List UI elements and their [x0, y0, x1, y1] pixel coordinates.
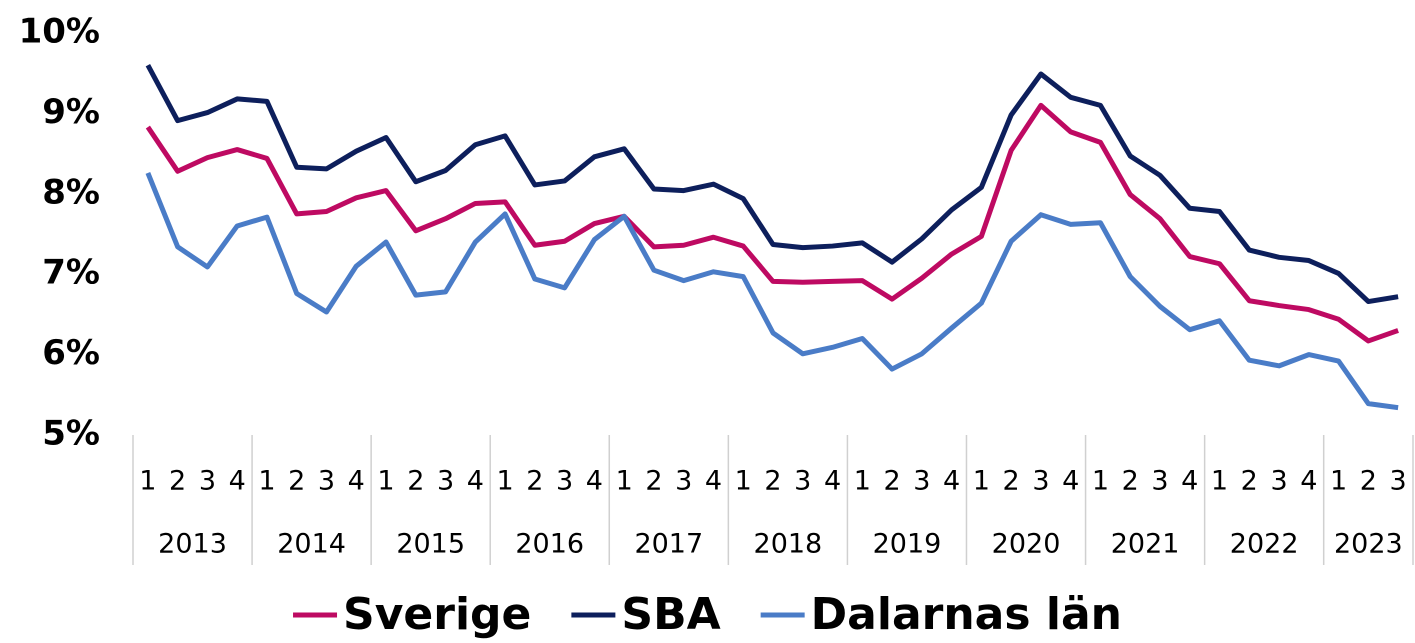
x-tick-label: 1	[616, 466, 633, 497]
x-tick-label: 3	[1270, 466, 1287, 497]
x-tick-label: 1	[973, 466, 990, 497]
legend-label: Dalarnas län	[811, 589, 1122, 640]
x-tick-label: 2	[883, 466, 900, 497]
x-tick-label: 1	[1211, 466, 1228, 497]
x-tick-label: 3	[318, 466, 335, 497]
x-tick-label: 1	[496, 466, 513, 497]
x-group-label: 2018	[754, 529, 823, 560]
x-tick-label: 2	[645, 466, 662, 497]
x-tick-label: 1	[735, 466, 752, 497]
x-tick-label: 3	[1151, 466, 1168, 497]
x-tick-label: 2	[288, 466, 305, 497]
x-group-label: 2016	[515, 529, 584, 560]
x-tick-label: 3	[794, 466, 811, 497]
x-group-label: 2022	[1230, 529, 1299, 560]
x-group-label: 2014	[277, 529, 346, 560]
x-tick-label: 1	[1330, 466, 1347, 497]
series-line	[145, 102, 1399, 344]
x-tick-label: 1	[854, 466, 871, 497]
x-group-label: 2019	[873, 529, 942, 560]
x-tick-label: 2	[407, 466, 424, 497]
x-group-label: 2013	[158, 529, 227, 560]
x-tick-label: 2	[169, 466, 186, 497]
x-tick-label: 2	[1122, 466, 1139, 497]
legend-label: SBA	[621, 589, 720, 640]
x-group-label: 2015	[396, 529, 465, 560]
x-tick-label: 1	[377, 466, 394, 497]
series-line	[145, 63, 1399, 305]
x-tick-label: 3	[913, 466, 930, 497]
y-tick-label: 7%	[42, 253, 100, 293]
x-group-label: 2020	[992, 529, 1061, 560]
x-tick-label: 3	[1032, 466, 1049, 497]
x-tick-label: 4	[705, 466, 722, 497]
x-group-label: 2023	[1334, 529, 1403, 560]
x-tick-label: 4	[943, 466, 960, 497]
x-tick-label: 1	[139, 466, 156, 497]
x-group-label: 2021	[1111, 529, 1180, 560]
x-tick-label: 2	[1360, 466, 1377, 497]
x-tick-label: 4	[467, 466, 484, 497]
x-tick-label: 4	[1300, 466, 1317, 497]
x-tick-label: 3	[437, 466, 454, 497]
x-tick-label: 2	[764, 466, 781, 497]
y-tick-label: 10%	[19, 12, 100, 52]
x-tick-label: 3	[556, 466, 573, 497]
series-line	[145, 171, 1399, 411]
legend-label: Sverige	[343, 589, 531, 640]
x-tick-label: 2	[1241, 466, 1258, 497]
x-tick-label: 3	[675, 466, 692, 497]
x-tick-label: 4	[229, 466, 246, 497]
x-tick-label: 3	[199, 466, 216, 497]
x-tick-label: 4	[1181, 466, 1198, 497]
x-tick-label: 2	[526, 466, 543, 497]
y-tick-label: 5%	[42, 414, 100, 454]
x-tick-label: 1	[258, 466, 275, 497]
x-tick-label: 1	[1092, 466, 1109, 497]
y-tick-label: 9%	[42, 92, 100, 132]
y-tick-label: 6%	[42, 333, 100, 373]
x-tick-label: 4	[586, 466, 603, 497]
x-tick-label: 2	[1003, 466, 1020, 497]
x-tick-label: 3	[1390, 466, 1407, 497]
x-tick-label: 4	[824, 466, 841, 497]
y-tick-label: 8%	[42, 172, 100, 212]
x-tick-label: 4	[1062, 466, 1079, 497]
x-group-label: 2017	[634, 529, 703, 560]
x-tick-label: 4	[348, 466, 365, 497]
